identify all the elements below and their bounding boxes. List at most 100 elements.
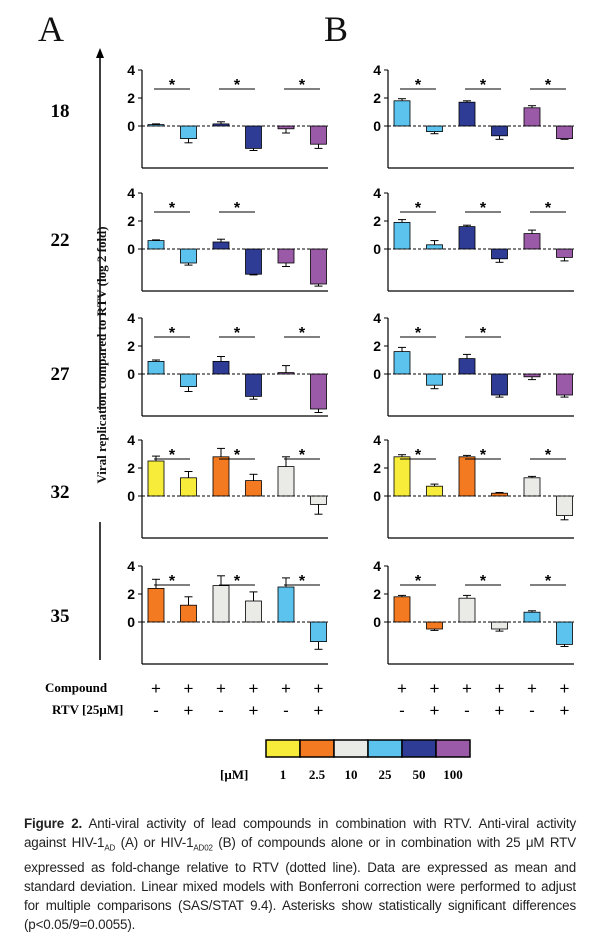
y-tick-label: 0 <box>373 488 381 504</box>
significance-star: * <box>545 573 552 590</box>
bar <box>277 372 295 375</box>
bar <box>458 597 476 623</box>
rtv-sign: - <box>399 701 405 720</box>
compound-sign: + <box>495 679 505 698</box>
bar <box>147 240 165 250</box>
bar <box>147 588 165 623</box>
bar <box>393 221 411 250</box>
bar <box>393 351 411 375</box>
significance-star: * <box>169 200 176 217</box>
legend-label: 2.5 <box>309 767 326 782</box>
y-tick-label: 2 <box>127 586 135 602</box>
subplot: 0 2 4 * * <box>127 185 328 292</box>
legend-unit: [μM] <box>220 767 248 782</box>
bar <box>523 233 541 250</box>
legend-label: 1 <box>280 767 287 782</box>
bar <box>245 125 262 149</box>
subplot: 0 2 4 * * <box>373 310 574 417</box>
bar <box>393 100 411 127</box>
caption-text-3: (B) of compounds alone or in combination… <box>24 835 576 932</box>
y-tick-label: 0 <box>127 366 135 382</box>
y-tick-label: 4 <box>127 62 135 78</box>
rtv-sign: - <box>218 701 224 720</box>
rtv-sign: - <box>153 701 159 720</box>
significance-star: * <box>415 77 422 94</box>
y-tick-label: 2 <box>373 586 381 602</box>
compound-sign: + <box>249 679 259 698</box>
bar <box>277 586 295 623</box>
significance-star: * <box>480 200 487 217</box>
bar <box>393 456 411 497</box>
y-tick-label: 2 <box>127 213 135 229</box>
significance-star: * <box>234 573 241 590</box>
y-tick-label: 0 <box>373 241 381 257</box>
y-tick-label: 0 <box>373 118 381 134</box>
compound-sign: + <box>430 679 440 698</box>
bar <box>212 123 230 127</box>
caption-text-2: (A) or HIV-1 <box>115 835 194 850</box>
significance-star: * <box>415 573 422 590</box>
bar <box>556 495 573 517</box>
significance-star: * <box>234 77 241 94</box>
subplot: 0 2 4 * * * <box>127 62 328 169</box>
significance-star: * <box>299 325 306 342</box>
subplot: 0 2 4 * * * <box>373 432 574 539</box>
plots-layer: 0 2 4 * * * 0 2 4 * * 0 2 4 * * * 0 2 4 * * * 0 2 4 * * * 0 2 4 * * * 0 2 4 * *… <box>127 62 574 665</box>
significance-star: * <box>299 77 306 94</box>
legend-swatch <box>367 739 403 758</box>
bar <box>393 596 411 623</box>
y-tick-label: 4 <box>127 558 135 574</box>
legend-label: 10 <box>345 767 358 782</box>
bar <box>180 373 197 388</box>
significance-star: * <box>545 447 552 464</box>
rtv-label: RTV [25μM] <box>52 702 123 717</box>
y-tick-label: 2 <box>373 213 381 229</box>
y-tick-label: 4 <box>127 310 135 326</box>
compound-label: Compound <box>45 680 108 695</box>
bar <box>147 360 165 375</box>
bar <box>556 373 573 396</box>
significance-star: * <box>480 447 487 464</box>
bar <box>426 485 443 497</box>
panel-letter-b: B <box>324 9 348 49</box>
bar <box>212 585 230 623</box>
y-tick-label: 4 <box>373 432 381 448</box>
caption-subscript-2: AD02 <box>193 843 213 853</box>
bar <box>458 456 476 497</box>
bar <box>180 125 197 140</box>
bar <box>426 621 443 630</box>
compound-sign: + <box>281 679 291 698</box>
significance-star: * <box>415 200 422 217</box>
bar <box>426 373 443 386</box>
bar <box>426 125 443 132</box>
bar <box>180 477 197 497</box>
y-tick-label: 0 <box>127 118 135 134</box>
significance-star: * <box>234 200 241 217</box>
bar <box>310 495 327 505</box>
bar <box>523 373 541 378</box>
rtv-sign: + <box>430 701 440 720</box>
y-tick-label: 0 <box>127 241 135 257</box>
significance-star: * <box>169 447 176 464</box>
bar <box>491 125 508 137</box>
compound-sign: + <box>151 679 161 698</box>
significance-star: * <box>234 325 241 342</box>
y-tick-label: 2 <box>127 460 135 476</box>
bar <box>180 248 197 264</box>
y-tick-label: 4 <box>127 185 135 201</box>
bar <box>310 125 327 145</box>
bar <box>523 477 541 497</box>
subplot: 0 2 4 * * * <box>373 62 574 169</box>
compound-sign: + <box>184 679 194 698</box>
rtv-sign: - <box>464 701 470 720</box>
compound-sign: + <box>462 679 472 698</box>
bar <box>556 621 573 645</box>
subplot: 0 2 4 * * * <box>127 432 328 539</box>
bar <box>458 358 476 375</box>
bar <box>212 241 230 250</box>
significance-star: * <box>299 573 306 590</box>
compound-sign: + <box>560 679 570 698</box>
bar <box>310 248 327 285</box>
bar <box>491 621 508 630</box>
legend-swatch <box>333 739 369 758</box>
